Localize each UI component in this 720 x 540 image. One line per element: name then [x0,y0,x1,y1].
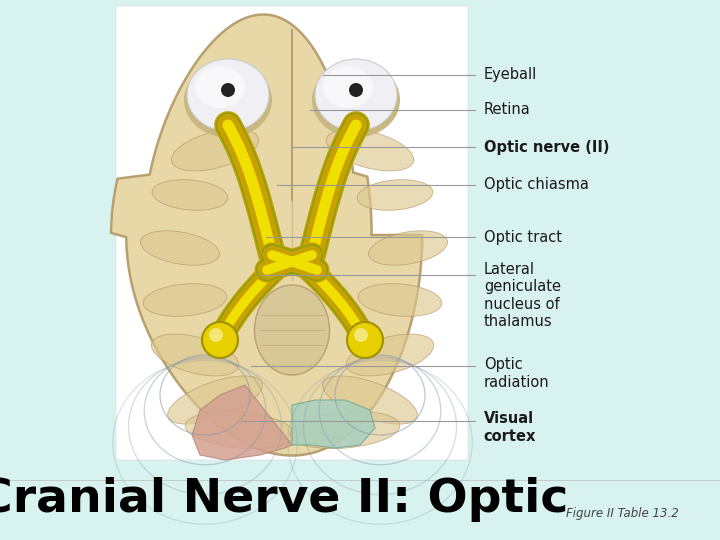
Ellipse shape [254,285,330,375]
FancyBboxPatch shape [116,6,468,460]
Circle shape [221,83,235,97]
Ellipse shape [346,334,433,376]
Text: Optic
radiation: Optic radiation [484,357,549,390]
Ellipse shape [171,129,258,171]
Ellipse shape [312,63,400,138]
Ellipse shape [323,66,373,108]
Ellipse shape [151,334,239,376]
Ellipse shape [152,180,228,210]
Ellipse shape [140,231,220,265]
Ellipse shape [290,411,400,449]
Polygon shape [192,385,292,460]
Ellipse shape [357,180,433,210]
Polygon shape [292,400,375,448]
Ellipse shape [326,129,414,171]
Ellipse shape [369,231,448,265]
Ellipse shape [184,63,272,138]
Circle shape [202,322,238,358]
Text: Figure II Table 13.2: Figure II Table 13.2 [567,507,679,520]
Circle shape [347,322,383,358]
Circle shape [209,328,223,342]
Text: Cranial Nerve II: Optic: Cranial Nerve II: Optic [0,477,569,522]
Ellipse shape [195,66,245,108]
Text: Optic tract: Optic tract [484,230,562,245]
Text: Retina: Retina [484,102,531,117]
Ellipse shape [315,59,397,131]
Ellipse shape [187,59,269,131]
Polygon shape [111,15,422,456]
Ellipse shape [358,284,442,316]
Text: Optic nerve (II): Optic nerve (II) [484,140,609,155]
Text: Lateral
geniculate
nucleus of
thalamus: Lateral geniculate nucleus of thalamus [484,262,561,329]
Text: Visual
cortex: Visual cortex [484,411,536,444]
Circle shape [354,328,368,342]
Circle shape [349,83,363,97]
Text: Eyeball: Eyeball [484,67,537,82]
Ellipse shape [323,376,418,424]
Ellipse shape [185,411,294,449]
Ellipse shape [168,376,262,424]
Text: Optic chiasma: Optic chiasma [484,177,589,192]
Ellipse shape [143,284,227,316]
